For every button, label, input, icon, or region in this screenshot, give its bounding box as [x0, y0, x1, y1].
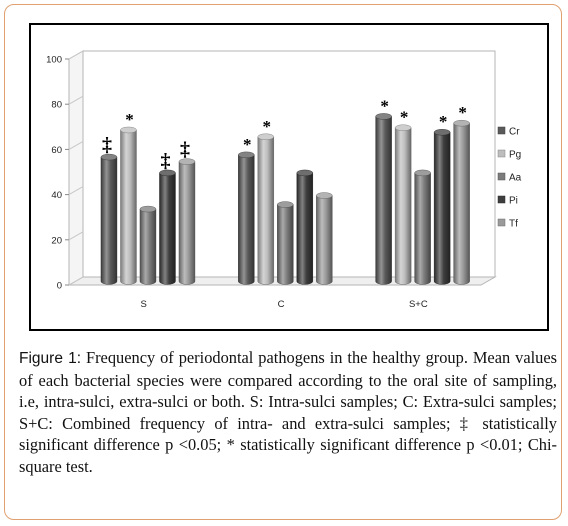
y-tick-diagonal — [68, 186, 84, 196]
legend-swatch-pi — [497, 195, 506, 204]
y-tick-diagonal — [68, 140, 84, 150]
x-category-label: S — [140, 299, 146, 310]
y-tick-diagonal — [68, 50, 84, 60]
legend-swatch-cr — [497, 126, 506, 135]
bar-pg-splusc — [394, 127, 412, 285]
bar-cr-c — [238, 154, 255, 285]
bar-pi-s — [159, 172, 176, 285]
bar-top-cap — [316, 192, 333, 199]
bar-top-cap — [238, 151, 255, 159]
bar-aa-c — [277, 204, 294, 285]
legend-label-pi: Pi — [509, 196, 518, 207]
y-tick-label: 100 — [46, 55, 62, 66]
x-category-label: C — [278, 299, 285, 310]
caption-label: Figure 1: — [19, 350, 82, 367]
bar-chart: 0 20 40 60 80 100 ‡ * ‡ ‡ S * * C * * * * S+C Cr Pg Aa Pi Tf — [46, 50, 522, 310]
figure-caption: Figure 1: Frequency of periodontal patho… — [19, 347, 557, 478]
bar-top-cap — [257, 133, 275, 140]
significance-mark: ‡ — [160, 150, 170, 172]
bar-top-cap — [159, 169, 176, 177]
legend-label-aa: Aa — [509, 173, 522, 184]
bar-aa-splusc — [414, 172, 431, 285]
bar-pg-s — [120, 129, 137, 285]
bar-top-cap — [120, 126, 137, 134]
bar-cr-splusc — [375, 116, 392, 285]
bar-aa-s — [139, 208, 157, 285]
legend-label-cr: Cr — [509, 127, 520, 138]
significance-mark: * — [458, 103, 467, 122]
bar-top-cap — [100, 153, 118, 161]
figure-container: 0 20 40 60 80 100 ‡ * ‡ ‡ S * * C * * * * S+C Cr Pg Aa Pi Tf Fi… — [4, 4, 562, 520]
bar-top-cap — [433, 129, 451, 136]
bar-top-cap — [394, 124, 412, 131]
bar-cr-s — [100, 156, 118, 285]
significance-mark: * — [263, 117, 272, 136]
bar-top-cap — [277, 201, 294, 208]
significance-mark: * — [243, 135, 252, 154]
bar-top-cap — [178, 158, 196, 165]
y-tick-label: 40 — [51, 190, 62, 201]
y-tick-label: 60 — [51, 145, 62, 156]
legend-swatch-tf — [497, 218, 506, 227]
bar-tf-splusc — [453, 123, 470, 285]
legend-swatch-aa — [497, 172, 506, 181]
y-tick-label: 0 — [57, 281, 62, 292]
chart-frame: 0 20 40 60 80 100 ‡ * ‡ ‡ S * * C * * * * S+C Cr Pg Aa Pi Tf — [29, 23, 549, 331]
y-tick-label: 20 — [51, 235, 62, 246]
y-tick-diagonal — [68, 95, 84, 105]
bar-top-cap — [296, 169, 313, 177]
bar-top-cap — [453, 119, 470, 127]
bar-tf-c — [316, 195, 333, 285]
bar-pi-splusc — [433, 132, 451, 285]
side-wall — [68, 50, 84, 286]
significance-mark: ‡ — [180, 139, 190, 161]
y-tick-diagonal — [68, 276, 84, 286]
legend-label-tf: Tf — [509, 219, 518, 230]
significance-mark: * — [400, 108, 409, 127]
legend-label-pg: Pg — [509, 150, 521, 161]
caption-text: Frequency of periodontal pathogens in th… — [19, 348, 558, 476]
bar-top-cap — [139, 205, 157, 213]
x-category-label: S+C — [409, 299, 428, 310]
significance-mark: * — [380, 96, 389, 115]
bar-tf-s — [178, 161, 196, 285]
significance-mark: * — [439, 112, 448, 131]
bar-pg-c — [257, 136, 274, 285]
bar-top-cap — [375, 113, 392, 120]
significance-mark: ‡ — [102, 134, 112, 156]
bar-pi-c — [296, 172, 313, 285]
y-tick-diagonal — [68, 231, 84, 241]
significance-mark: * — [125, 110, 134, 129]
y-tick-label: 80 — [51, 100, 62, 111]
bar-top-cap — [414, 169, 431, 177]
legend-swatch-pg — [497, 149, 506, 158]
